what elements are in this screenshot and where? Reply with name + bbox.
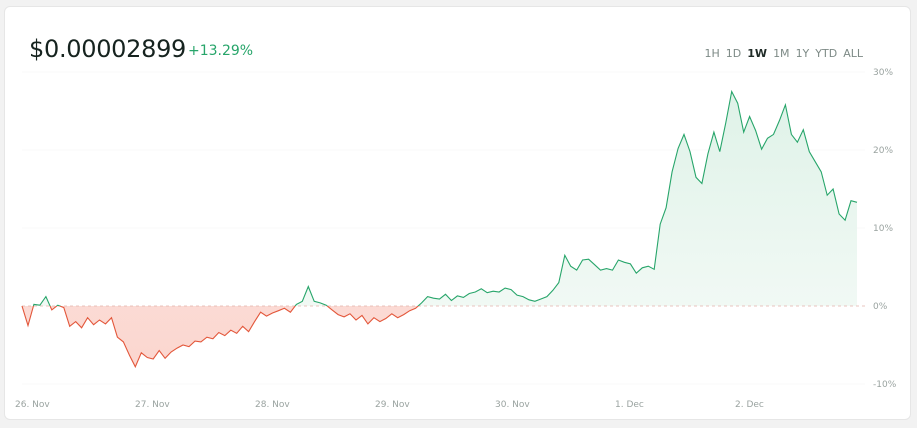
range-all-button[interactable]: ALL — [840, 47, 866, 60]
line-below-baseline — [21, 306, 419, 369]
range-1d-button[interactable]: 1D — [723, 47, 744, 60]
y-tick-label: -10% — [873, 380, 897, 390]
y-tick-label: 0% — [873, 302, 888, 312]
area-above-baseline — [22, 91, 857, 306]
range-1h-button[interactable]: 1H — [702, 47, 723, 60]
current-price: $0.00002899 — [29, 35, 187, 63]
x-tick-label: 26. Nov — [15, 400, 50, 410]
x-tick-label: 2. Dec — [735, 400, 764, 410]
y-tick-label: 20% — [873, 146, 893, 156]
x-tick-label: 30. Nov — [495, 400, 530, 410]
time-range-selector: 1H 1D 1W 1M 1Y YTD ALL — [702, 47, 866, 60]
chart-lines — [21, 89, 858, 369]
area-below-baseline — [22, 306, 857, 367]
x-tick-label: 28. Nov — [255, 400, 290, 410]
y-axis-ticks: 30% 20% 10% 0% -10% — [873, 68, 897, 390]
chart-areas — [22, 91, 857, 367]
range-1w-button[interactable]: 1W — [744, 47, 770, 60]
range-1m-button[interactable]: 1M — [770, 47, 793, 60]
price-change-percent: +13.29% — [188, 43, 254, 59]
x-tick-label: 29. Nov — [375, 400, 410, 410]
range-ytd-button[interactable]: YTD — [812, 47, 840, 60]
range-1y-button[interactable]: 1Y — [793, 47, 813, 60]
x-axis-ticks: 26. Nov 27. Nov 28. Nov 29. Nov 30. Nov 1. De… — [15, 400, 764, 410]
x-tick-label: 1. Dec — [615, 400, 644, 410]
y-tick-label: 30% — [873, 68, 893, 78]
y-tick-label: 10% — [873, 224, 893, 234]
x-tick-label: 27. Nov — [135, 400, 170, 410]
line-above-baseline — [22, 89, 858, 306]
